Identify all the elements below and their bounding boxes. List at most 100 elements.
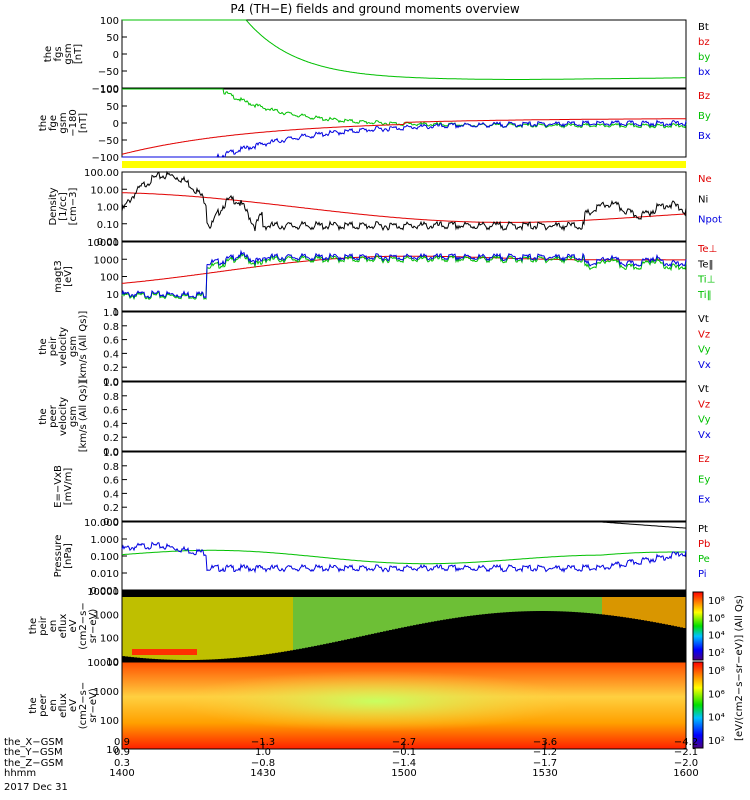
spectrogram-cell [236,597,239,658]
ytick-label: −50 [98,136,119,147]
ytick-label: 1.00 [97,203,119,214]
xaxis-row-label: hhmm [4,768,36,779]
spectrogram-cell [431,597,434,622]
spectrogram-cell [200,597,203,660]
spectrogram-cell [638,597,641,620]
spectrogram-cell [419,597,422,624]
spectrogram-cell [371,597,374,634]
spectrogram-cell [578,597,581,613]
spectrogram-cell [608,597,611,616]
spectrogram-cell [356,597,359,638]
spectrogram-cell [221,597,224,659]
spectrogram-cell [140,597,143,658]
spectrogram-cell [668,597,671,626]
spectrogram-cell [602,597,605,615]
spectrogram-cell [137,597,140,658]
colorbar-tick: 10⁸ [708,666,725,677]
spectrogram-cell [482,597,485,615]
ytick-label: 50 [106,102,119,113]
ytick-label: 0.0 [103,517,119,528]
spectrogram-cell [491,597,494,614]
series-Bz [121,118,687,155]
spectrogram-cell [212,597,215,660]
spectrogram-cell [242,597,245,658]
spectrogram-cell [623,597,626,618]
spectrogram-cell [164,597,167,660]
spectrogram-cell [566,597,569,612]
ytick-label: 10.00 [90,185,119,196]
colorbar-tick: 10² [708,736,725,747]
spectrogram-cell [473,597,476,616]
ytick-label: 0.4 [103,349,119,360]
spectrogram-cell [479,597,482,615]
panel-frame-peir_v [121,311,687,382]
spectrogram-cell [596,597,599,614]
legend-entry: bx [698,67,710,78]
legend-entry: Vt [698,384,709,395]
ylabel-line: [nT] [73,44,84,64]
spectrogram-cell [230,597,233,659]
spectrogram-cell [122,597,125,657]
spectrogram-cell [350,597,353,639]
spectrogram-cell [365,597,368,636]
spectrogram-cell [335,597,338,642]
spectrogram-cell [494,597,497,614]
panel-frame-fgs [121,19,687,89]
colorbar-tick: 10⁴ [708,631,725,642]
ylabel-line: the [38,408,49,424]
xaxis-tick-t: 1500 [391,768,416,779]
ylabel-line: [eV] [63,266,74,287]
spectrogram-cell [326,597,329,644]
ytick-label: 10 [106,745,119,756]
spectrogram-cell [485,597,488,614]
xaxis-tick-t: 1400 [109,768,134,779]
spectrogram-cell [611,597,614,616]
ytick-label: 0.100 [90,552,119,563]
spectrogram-cell [641,597,644,621]
ylabel-line: eflux [58,614,69,639]
spectrogram-cell [674,597,677,627]
spectrogram-cell [671,597,674,626]
spectrogram-cell [284,597,287,652]
ytick-label: 1.000 [90,535,119,546]
colorbar-tick: 10⁶ [708,613,725,624]
spectrogram-cell [323,597,326,645]
spectrogram-cell [683,597,686,629]
spectrogram-cell [227,597,230,659]
legend-entry: Pi [698,569,707,580]
spectrogram-cell [302,597,305,649]
spectrogram-cell [155,597,158,660]
spectrogram-cell [161,597,164,660]
spectrogram-cell [389,597,392,631]
spectrogram-cell [500,597,503,613]
spectrogram-cell [329,597,332,643]
ytick-label: 0.010 [90,569,119,580]
spectrogram-cell [521,597,524,612]
legend-entry: Vx [698,430,711,441]
xaxis-tick-z: −1.4 [392,758,416,769]
ytick-label: 0.0 [103,447,119,458]
ylabel-line: peir [38,615,49,635]
ytick-label: 0.8 [103,392,119,403]
ytick-label: −100 [92,153,119,164]
spectrogram-cell [305,597,308,648]
spectrogram-cell [614,597,617,616]
ylabel-line: en [48,620,59,633]
ylabel-line: velocity [58,397,69,436]
legend-entry: Ti⊥ [697,275,715,286]
spectrogram-cell [287,597,290,651]
xaxis-tick-y: −0.1 [392,747,416,758]
spectrogram-cell [503,597,506,613]
spectrogram-cell [665,597,668,625]
spectrogram-cell [572,597,575,612]
spectrogram-cell [650,597,653,622]
colorbar-tick: 10⁴ [708,713,725,724]
spectrogram-cell [377,597,380,633]
spectrogram-cell [617,597,620,617]
legend-entry: Vz [698,399,710,410]
spectrogram-cell [179,597,182,660]
ylabel-line: the [28,697,39,713]
spectrogram-cell [512,597,515,612]
spectrogram-cell [548,597,551,612]
ylabel-line: [km/s (All Qs)] [78,311,89,383]
